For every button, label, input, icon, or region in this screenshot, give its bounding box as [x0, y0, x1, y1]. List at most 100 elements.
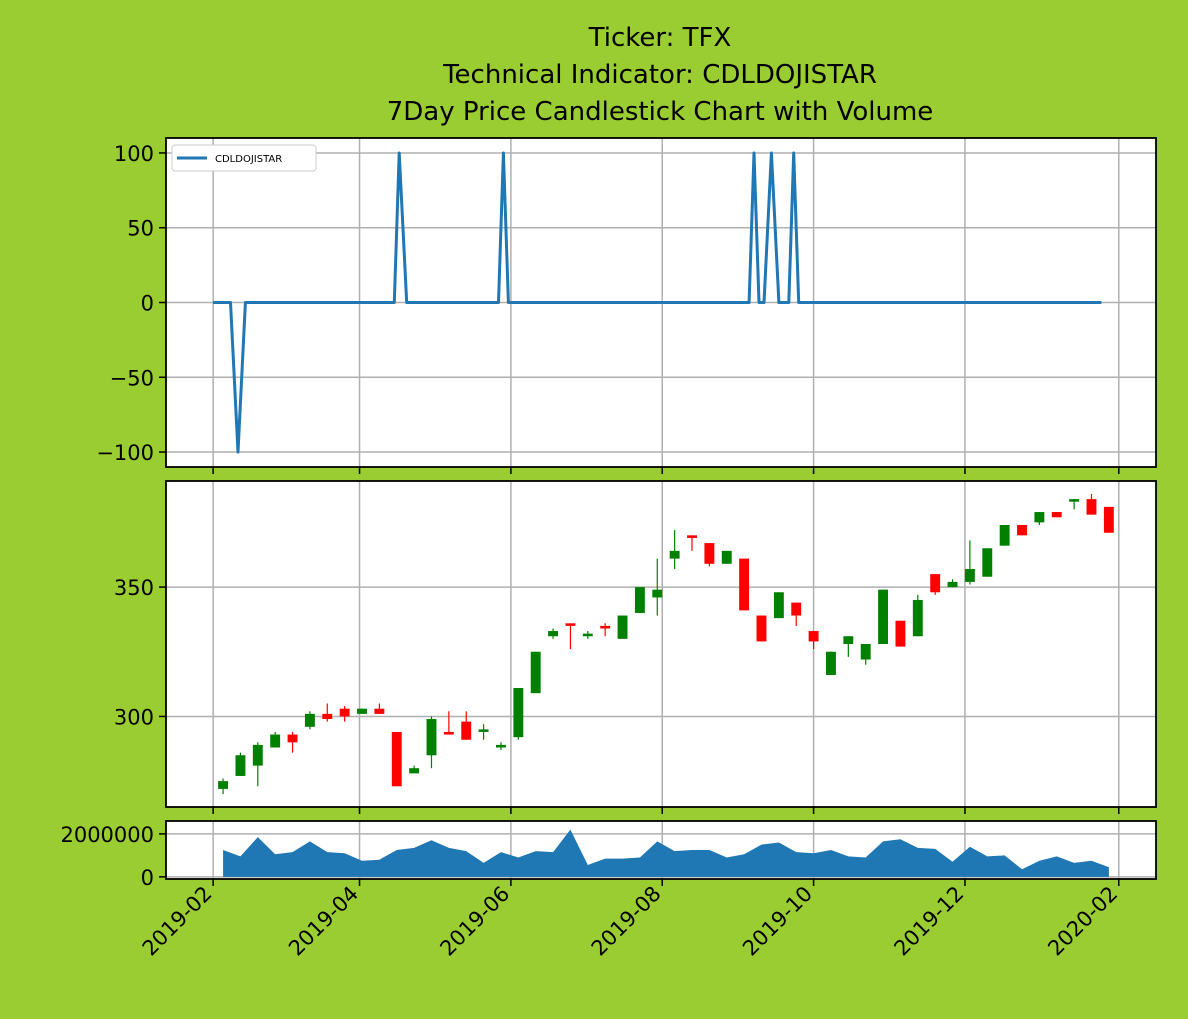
candle [808, 631, 819, 650]
candle-body [409, 768, 420, 774]
candle-body [860, 644, 871, 660]
candle [357, 708, 367, 714]
candle-body [252, 744, 263, 766]
candle-body [669, 550, 680, 559]
candle-body [947, 581, 958, 588]
price-plot-area [166, 481, 1156, 807]
candle [843, 636, 854, 657]
candle [270, 731, 281, 748]
candle-body [374, 708, 385, 714]
volume-panel: 2000000 0 [60, 820, 1157, 890]
candle [565, 623, 576, 650]
candle [652, 558, 663, 616]
indicator-ytick-label-1: 50 [127, 217, 154, 241]
indicator-frame [165, 137, 1157, 468]
candle [930, 574, 941, 595]
candle [791, 602, 802, 626]
candle [964, 540, 975, 585]
price-frame [165, 480, 1157, 808]
x-tick-label: 2019-02 [138, 882, 217, 961]
candle [374, 703, 385, 714]
candle [235, 752, 246, 776]
x-tick-label: 2019-04 [284, 882, 363, 961]
candle [478, 724, 489, 740]
candle-body [999, 524, 1010, 546]
candle-body [808, 631, 819, 642]
cdldojistar-line [213, 151, 1102, 454]
candle-body [843, 636, 854, 644]
candle-body [443, 731, 454, 735]
candle [982, 548, 993, 577]
candle [426, 716, 437, 769]
candle [756, 615, 767, 642]
candle [600, 623, 611, 637]
candle [304, 711, 315, 730]
candle-body [322, 713, 333, 720]
candle-body [357, 708, 367, 714]
candle-body [218, 781, 229, 789]
candle [1051, 512, 1062, 518]
indicator-ytick-label-3: −50 [110, 366, 154, 390]
candle [947, 579, 958, 588]
volume-area [223, 829, 1109, 877]
candle [391, 731, 402, 787]
candle [669, 530, 680, 569]
candle-body [1017, 524, 1027, 536]
price-ytick-label-1: 350 [114, 576, 154, 600]
candle-body [530, 651, 541, 694]
candle-body [652, 589, 663, 598]
title-line-ticker: Ticker: TFX [588, 23, 732, 53]
candle-body [721, 550, 732, 564]
candle-body [878, 589, 889, 644]
candle [1103, 506, 1114, 533]
candle-body [930, 574, 941, 593]
x-tick-label: 2019-10 [738, 882, 817, 961]
price-panel: 300 350 [114, 480, 1157, 814]
candle [999, 524, 1010, 546]
candle [826, 651, 836, 676]
candle-body [304, 713, 315, 727]
candle-body [964, 568, 975, 582]
candle-body [235, 755, 246, 776]
legend-label: CDLDOJISTAR [215, 154, 282, 165]
candle [1034, 512, 1045, 525]
candle [1069, 499, 1080, 510]
candle-body [513, 687, 524, 738]
candle-body [617, 615, 628, 639]
candle-body [600, 625, 611, 629]
candle-body [634, 587, 645, 613]
candle-body [391, 731, 402, 787]
candle-body [1086, 499, 1097, 515]
candle [287, 731, 298, 753]
candle-body [773, 592, 784, 619]
candle-body [1069, 499, 1080, 502]
candle-body [739, 558, 750, 611]
candle-body [756, 615, 767, 642]
volume-ytick-label-0: 2000000 [60, 823, 154, 847]
candle-body [287, 734, 298, 743]
candle [530, 651, 541, 694]
price-ytick-label-0: 300 [114, 705, 154, 729]
x-axis: 2019-02 2019-04 2019-06 2019-08 2019-10 2019-… [138, 882, 1123, 961]
candle [582, 631, 593, 639]
title-line-indicator: Technical Indicator: CDLDOJISTAR [442, 60, 877, 90]
candle [496, 742, 506, 751]
x-tick-label: 2019-12 [889, 882, 968, 961]
candle-body [1103, 506, 1114, 533]
candle [634, 587, 645, 613]
candle-body [565, 623, 576, 626]
chart-title: Ticker: TFX Technical Indicator: CDLDOJI… [387, 23, 934, 127]
legend: CDLDOJISTAR [171, 144, 317, 172]
candle [339, 706, 350, 722]
candle [513, 687, 524, 740]
candle [687, 535, 697, 551]
candle-body [339, 708, 350, 717]
indicator-ytick-label-2: 0 [141, 292, 154, 316]
candle-body [426, 719, 437, 756]
candle [443, 711, 454, 735]
indicator-panel: 100 50 0 −50 −100 CDLDOJISTAR [96, 137, 1157, 474]
x-tick-label: 2020-02 [1043, 882, 1122, 961]
indicator-ytick-label-4: −100 [96, 441, 154, 465]
candle [461, 711, 472, 740]
